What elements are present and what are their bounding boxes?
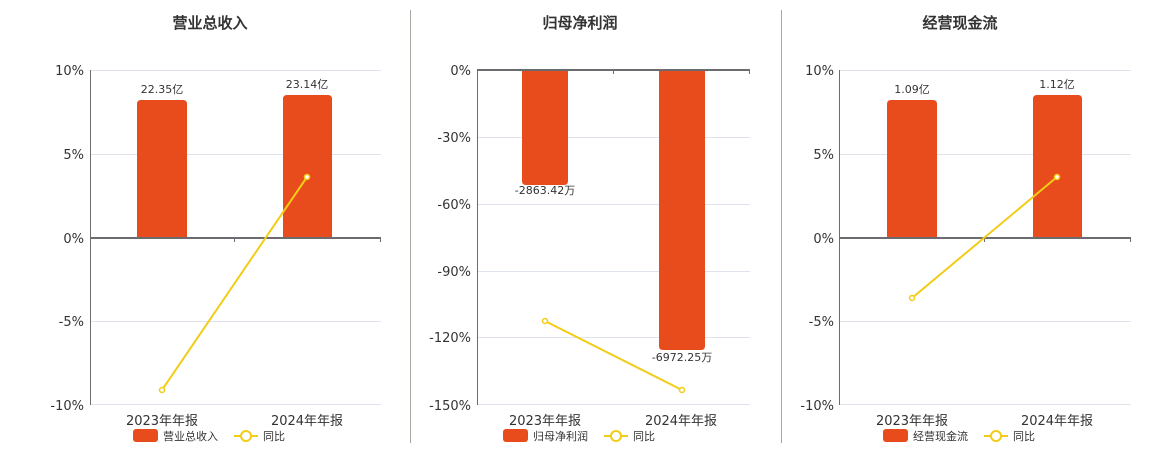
y-tick: -120% <box>429 331 471 346</box>
panel-divider <box>410 10 411 443</box>
chart-panel-net-profit: 归母净利润 0% -30% -60% -90% -120% -150% -286… <box>411 0 781 450</box>
legend-bar-swatch <box>883 429 908 442</box>
legend[interactable]: 营业总收入 同比 <box>133 429 285 443</box>
net-profit-chart: 归母净利润 0% -30% -60% -90% -120% -150% -286… <box>429 14 750 443</box>
y-axis-labels: 10% 5% 0% -5% -10% <box>800 64 834 414</box>
y-tick: -60% <box>437 198 471 213</box>
yoy-line <box>161 176 308 391</box>
x-tick: 2024年年报 <box>645 414 717 429</box>
yoy-point[interactable] <box>678 386 686 394</box>
y-tick: 5% <box>813 148 834 163</box>
y-axis-labels: 0% -30% -60% -90% -120% -150% <box>429 64 471 414</box>
legend-bar-swatch <box>503 429 528 442</box>
y-axis-labels: 10% 5% 0% -5% -10% <box>50 64 84 414</box>
yoy-line <box>544 320 683 391</box>
y-tick: -30% <box>437 131 471 146</box>
y-tick: -5% <box>809 315 834 330</box>
legend-line-swatch-icon <box>240 430 252 442</box>
panel-divider <box>781 10 782 443</box>
bar-2024[interactable] <box>283 95 332 238</box>
yoy-point[interactable] <box>541 317 549 325</box>
x-tick: 2024年年报 <box>1021 414 1093 429</box>
legend[interactable]: 经营现金流 同比 <box>883 429 1035 443</box>
bar-value-label: 1.09亿 <box>894 83 930 96</box>
legend-bar-label: 营业总收入 <box>163 429 218 443</box>
legend-bar-label: 归母净利润 <box>533 429 588 443</box>
chart-panel-revenue: 营业总收入 10% 5% 0% -5% -10% 22.35亿 23.14亿 2 <box>0 0 410 450</box>
bar-2024[interactable] <box>659 70 705 350</box>
bar-value-label: 22.35亿 <box>141 83 184 96</box>
y-tick: -90% <box>437 265 471 280</box>
y-tick: 10% <box>805 64 834 79</box>
bar-2024[interactable] <box>1033 95 1082 238</box>
legend-line-swatch-icon <box>610 430 622 442</box>
x-tick: 2023年年报 <box>126 414 198 429</box>
x-tick: 2024年年报 <box>271 414 343 429</box>
bar-2023[interactable] <box>887 100 937 238</box>
chart-title: 营业总收入 <box>172 14 247 32</box>
legend-line-label: 同比 <box>263 430 285 443</box>
y-tick: 5% <box>63 148 84 163</box>
chart-title: 经营现金流 <box>922 14 997 32</box>
bar-value-label: -6972.25万 <box>652 351 712 364</box>
bar-2023[interactable] <box>522 70 568 185</box>
chart-panel-operating-cashflow: 经营现金流 10% 5% 0% -5% -10% 1.09亿 1.12亿 202… <box>782 0 1160 450</box>
y-tick: -150% <box>429 399 471 414</box>
bar-value-label: 1.12亿 <box>1039 78 1075 91</box>
yoy-line <box>911 176 1058 299</box>
y-tick: 0% <box>450 64 471 79</box>
yoy-point[interactable] <box>1053 173 1061 181</box>
bar-value-label: -2863.42万 <box>515 184 575 197</box>
revenue-chart: 营业总收入 10% 5% 0% -5% -10% 22.35亿 23.14亿 2 <box>50 14 381 443</box>
yoy-point[interactable] <box>908 294 916 302</box>
y-tick: 10% <box>55 64 84 79</box>
legend-line-swatch-icon <box>990 430 1002 442</box>
bar-value-label: 23.14亿 <box>286 78 329 91</box>
y-tick: 0% <box>813 232 834 247</box>
bar-2023[interactable] <box>137 100 187 238</box>
y-tick: -10% <box>800 399 834 414</box>
x-tick: 2023年年报 <box>876 414 948 429</box>
operating-cashflow-chart: 经营现金流 10% 5% 0% -5% -10% 1.09亿 1.12亿 202… <box>800 14 1131 443</box>
y-tick: -10% <box>50 399 84 414</box>
chart-title: 归母净利润 <box>542 14 617 32</box>
x-tick: 2023年年报 <box>509 414 581 429</box>
legend[interactable]: 归母净利润 同比 <box>503 429 655 443</box>
legend-line-label: 同比 <box>1013 430 1035 443</box>
y-tick: 0% <box>63 232 84 247</box>
yoy-point[interactable] <box>158 386 166 394</box>
yoy-point[interactable] <box>303 173 311 181</box>
legend-line-label: 同比 <box>633 430 655 443</box>
y-tick: -5% <box>59 315 84 330</box>
gridlines <box>477 137 750 405</box>
legend-bar-label: 经营现金流 <box>913 429 968 443</box>
legend-bar-swatch <box>133 429 158 442</box>
